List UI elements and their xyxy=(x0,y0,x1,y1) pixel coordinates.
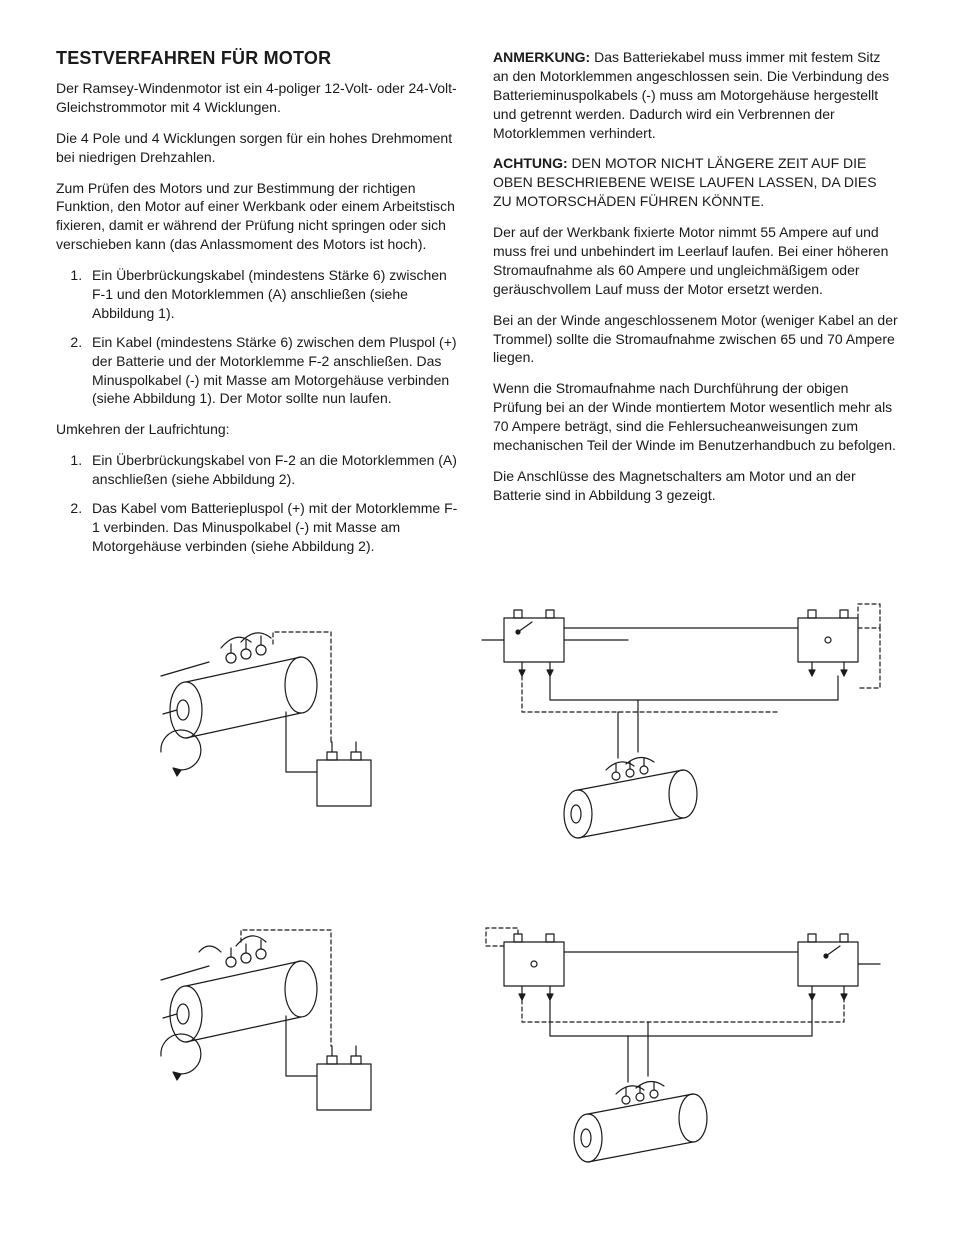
paragraph: Der Ramsey-Windenmotor ist ein 4-poliger… xyxy=(56,79,461,117)
figures-row xyxy=(56,592,898,1196)
text-columns: TESTVERFAHREN FÜR MOTOR Der Ramsey-Winde… xyxy=(56,48,898,568)
note-label: ANMERKUNG: xyxy=(493,49,590,65)
list-item: Ein Überbrückungskabel von F-2 an die Mo… xyxy=(86,451,461,489)
list-item: Ein Kabel (mindestens Stärke 6) zwischen… xyxy=(86,333,461,409)
right-column: ANMERKUNG: Das Batteriekabel muss immer … xyxy=(493,48,898,568)
list-item: Das Kabel vom Batteriepluspol (+) mit de… xyxy=(86,499,461,556)
paragraph: Die 4 Pole und 4 Wicklungen sorgen für e… xyxy=(56,129,461,167)
caution-label: ACHTUNG: xyxy=(493,155,568,171)
page: TESTVERFAHREN FÜR MOTOR Der Ramsey-Winde… xyxy=(0,0,954,1236)
figure-1 xyxy=(56,592,446,852)
figure-3-top xyxy=(478,592,898,872)
list-item: Ein Überbrückungskabel (mindestens Stärk… xyxy=(86,266,461,323)
motor-diagram-icon xyxy=(91,896,411,1156)
motor-diagram-icon xyxy=(91,592,411,852)
figure-column-right xyxy=(478,592,898,1196)
paragraph: Bei an der Winde angeschlossenem Motor (… xyxy=(493,311,898,368)
left-column: TESTVERFAHREN FÜR MOTOR Der Ramsey-Winde… xyxy=(56,48,461,568)
numbered-list: Ein Überbrückungskabel von F-2 an die Mo… xyxy=(56,451,461,555)
solenoid-diagram-icon xyxy=(478,916,898,1196)
figure-column-left xyxy=(56,592,446,1156)
paragraph: Umkehren der Laufrichtung: xyxy=(56,420,461,439)
paragraph: Zum Prüfen des Motors und zur Bestimmung… xyxy=(56,179,461,255)
figure-3-bottom xyxy=(478,916,898,1196)
paragraph: Der auf der Werkbank fixierte Motor nimm… xyxy=(493,223,898,299)
section-title: TESTVERFAHREN FÜR MOTOR xyxy=(56,48,461,69)
paragraph: Die Anschlüsse des Magnetschalters am Mo… xyxy=(493,467,898,505)
note-paragraph: ANMERKUNG: Das Batteriekabel muss immer … xyxy=(493,48,898,142)
figure-2 xyxy=(56,896,446,1156)
paragraph: Wenn die Stromaufnahme nach Durchführung… xyxy=(493,379,898,455)
solenoid-diagram-icon xyxy=(478,592,898,872)
numbered-list: Ein Überbrückungskabel (mindestens Stärk… xyxy=(56,266,461,408)
caution-paragraph: ACHTUNG: DEN MOTOR NICHT LÄNGERE ZEIT AU… xyxy=(493,154,898,211)
